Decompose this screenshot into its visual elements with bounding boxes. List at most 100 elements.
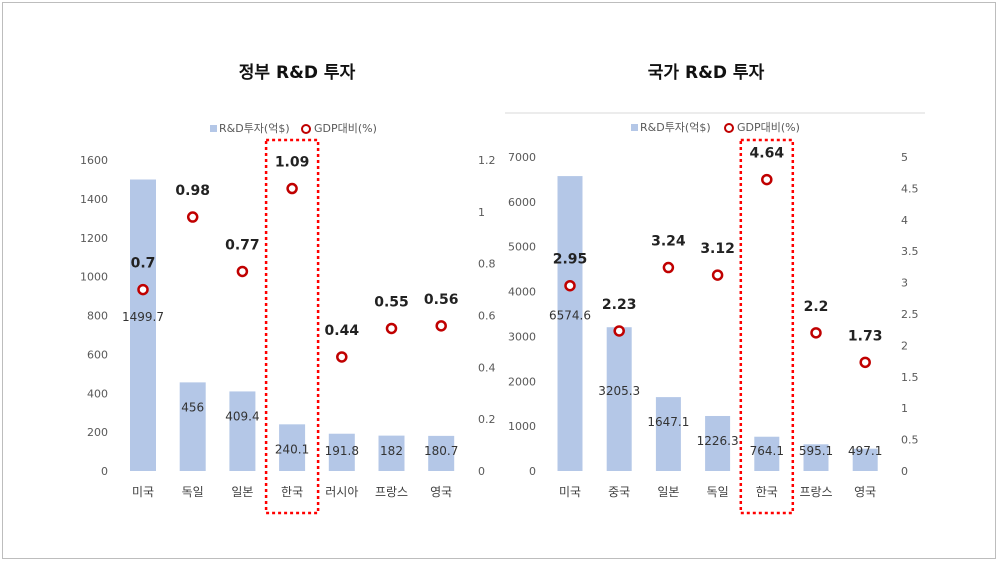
y2-tick-label: 2: [901, 339, 908, 352]
bar-value-label: 240.1: [275, 442, 309, 456]
y2-tick-label: 0.4: [478, 361, 496, 374]
legend-bar-swatch: [210, 125, 217, 132]
legend-bar-swatch: [631, 124, 638, 131]
gdp-value-label: 0.77: [225, 237, 260, 253]
y2-tick-label: 2.5: [901, 308, 919, 321]
y-tick-label: 0: [529, 465, 536, 478]
bar: [378, 435, 405, 471]
y2-tick-label: 0: [901, 465, 908, 478]
y2-tick-label: 1: [901, 402, 908, 415]
chart-marks: 0200400600800100012001400160000.20.40.60…: [80, 138, 919, 515]
y-tick-label: 3000: [508, 330, 536, 343]
gdp-marker: [662, 261, 675, 274]
bar: [328, 433, 355, 471]
category-label: 미국: [132, 485, 154, 499]
gdp-value-label: 0.98: [175, 183, 210, 199]
y-tick-label: 0: [101, 465, 108, 478]
gdp-marker: [186, 211, 199, 223]
bar: [705, 415, 731, 471]
y-tick-label: 1000: [80, 271, 108, 284]
category-label: 일본: [657, 485, 679, 499]
y-tick-label: 1400: [80, 193, 108, 206]
bar-value-label: 180.7: [424, 444, 458, 458]
bar-value-label: 764.1: [750, 444, 784, 458]
bar: [229, 391, 256, 471]
bar: [754, 436, 780, 471]
y2-tick-label: 0.8: [478, 258, 496, 271]
legend-marker-swatch: [724, 123, 734, 133]
gdp-marker: [810, 327, 822, 339]
y-tick-label: 6000: [508, 196, 536, 209]
gdp-value-label: 1.09: [275, 155, 310, 171]
gdp-marker: [286, 182, 298, 195]
y2-tick-label: 4: [901, 214, 908, 227]
bar: [606, 327, 632, 471]
legend-bar-label: R&D투자(억$): [219, 122, 290, 135]
legend-marker-label: GDP대비(%): [314, 122, 377, 135]
y-tick-label: 1000: [508, 420, 536, 433]
bar: [655, 397, 681, 471]
y-tick-label: 5000: [508, 241, 536, 254]
y-tick-label: 7000: [508, 151, 536, 164]
bar: [557, 176, 583, 472]
bar: [130, 179, 156, 471]
y-tick-label: 2000: [508, 375, 536, 388]
gdp-marker: [435, 320, 447, 332]
gdp-value-label: 0.44: [325, 323, 360, 339]
bar-value-label: 3205.3: [598, 384, 640, 398]
y2-tick-label: 0.5: [901, 434, 919, 447]
bar: [428, 435, 455, 471]
y-tick-label: 1600: [80, 154, 108, 167]
gdp-value-label: 2.2: [804, 299, 829, 315]
gdp-value-label: 0.55: [374, 294, 409, 310]
y-tick-label: 4000: [508, 286, 536, 299]
bar: [852, 448, 878, 471]
category-label: 러시아: [325, 485, 358, 499]
y-tick-label: 400: [87, 387, 108, 400]
category-label: 한국: [281, 485, 303, 499]
legend-marker-swatch: [301, 124, 311, 134]
gdp-marker: [236, 265, 249, 278]
y2-tick-label: 4.5: [901, 182, 919, 195]
y2-tick-label: 1: [478, 206, 485, 219]
y2-tick-label: 3.5: [901, 245, 919, 258]
bar-value-label: 1226.3: [697, 434, 739, 448]
bar: [803, 444, 829, 471]
y2-tick-label: 0.6: [478, 310, 496, 323]
bar-value-label: 182: [380, 444, 403, 458]
bar: [279, 424, 306, 471]
gdp-marker: [859, 356, 871, 369]
highlight-box: [264, 138, 320, 515]
bar-value-label: 6574.6: [549, 309, 591, 323]
gdp-marker: [613, 325, 625, 337]
bar-value-label: 497.1: [848, 444, 882, 458]
highlight-box: [739, 138, 795, 515]
gdp-value-label: 0.56: [424, 292, 459, 308]
category-label: 미국: [559, 485, 581, 499]
y-tick-label: 800: [87, 310, 108, 323]
gdp-value-label: 1.73: [848, 328, 883, 344]
gdp-marker: [137, 283, 149, 296]
y2-tick-label: 0.2: [478, 413, 496, 426]
bar-value-label: 1647.1: [647, 415, 689, 429]
bar-value-label: 456: [181, 400, 204, 414]
bar: [179, 382, 206, 471]
y-tick-label: 600: [87, 348, 108, 361]
y2-tick-label: 1.2: [478, 154, 496, 167]
category-label: 프랑스: [799, 485, 832, 499]
y-tick-label: 200: [87, 426, 108, 439]
y2-tick-label: 1.5: [901, 371, 919, 384]
category-label: 영국: [430, 485, 452, 499]
gdp-marker: [761, 173, 773, 186]
bar-value-label: 595.1: [799, 444, 833, 458]
category-label: 독일: [182, 485, 204, 499]
y2-tick-label: 5: [901, 151, 908, 164]
y2-tick-label: 0: [478, 465, 485, 478]
category-label: 중국: [608, 485, 630, 499]
gdp-value-label: 0.7: [131, 256, 156, 272]
gdp-marker: [336, 351, 348, 363]
bar-value-label: 191.8: [325, 444, 359, 458]
category-label: 일본: [231, 485, 253, 499]
category-label: 영국: [854, 485, 876, 499]
